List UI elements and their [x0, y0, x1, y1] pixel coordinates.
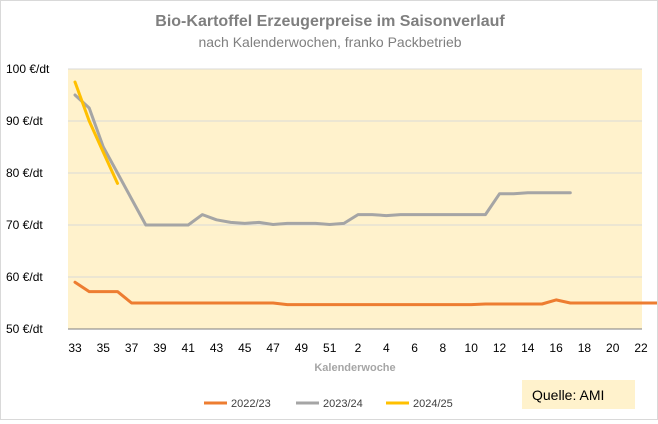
x-tick-label: 39	[153, 341, 167, 355]
source-text: Quelle: AMI	[532, 387, 604, 403]
legend-label: 2023/24	[323, 398, 363, 410]
y-axis-ticks: 50 €/dt 60 €/dt 70 €/dt 80 €/dt 90 €/dt 100 €…	[6, 62, 50, 336]
x-tick-label: 6	[411, 341, 418, 355]
x-tick-label: 41	[182, 341, 196, 355]
x-tick-label: 8	[440, 341, 447, 355]
series-line	[73, 80, 119, 185]
x-tick-label: 12	[493, 341, 507, 355]
legend-label: 2024/25	[413, 398, 453, 410]
x-tick-label: 47	[266, 341, 280, 355]
series-line	[73, 280, 658, 307]
x-tick-label: 33	[68, 341, 82, 355]
y-tick-label: 60 €/dt	[6, 270, 43, 284]
x-tick-label: 45	[238, 341, 252, 355]
x-tick-label: 2	[355, 341, 362, 355]
legend: 2022/23 2023/24 2024/25	[204, 398, 453, 410]
x-tick-label: 51	[323, 341, 337, 355]
y-tick-label: 50 €/dt	[6, 322, 43, 336]
legend-label: 2022/23	[231, 398, 271, 410]
x-tick-label: 18	[578, 341, 592, 355]
x-axis-ticks: 33 35 37 39 41 43 45 47 49 51 2 4 6 8 10 12 14 16 18 20 22	[68, 341, 648, 355]
x-tick-label: 49	[295, 341, 309, 355]
x-tick-label: 35	[97, 341, 111, 355]
plot-area	[68, 69, 642, 329]
y-tick-label: 100 €/dt	[6, 62, 50, 76]
x-tick-label: 37	[125, 341, 139, 355]
x-tick-label: 43	[210, 341, 224, 355]
x-tick-label: 22	[634, 341, 648, 355]
x-tick-label: 4	[383, 341, 390, 355]
chart-subtitle: nach Kalenderwochen, franko Packbetrieb	[198, 34, 461, 50]
y-tick-label: 90 €/dt	[6, 114, 43, 128]
series-lines	[73, 80, 658, 307]
y-tick-label: 80 €/dt	[6, 166, 43, 180]
x-tick-label: 14	[521, 341, 535, 355]
x-tick-label: 10	[465, 341, 479, 355]
x-tick-label: 20	[606, 341, 620, 355]
x-axis-label: Kalenderwoche	[314, 362, 395, 374]
source-box	[522, 380, 635, 409]
chart-title: Bio-Kartoffel Erzeugerpreise im Saisonve…	[155, 13, 505, 30]
y-tick-label: 70 €/dt	[6, 218, 43, 232]
x-tick-label: 16	[549, 341, 563, 355]
series-line	[73, 93, 572, 227]
